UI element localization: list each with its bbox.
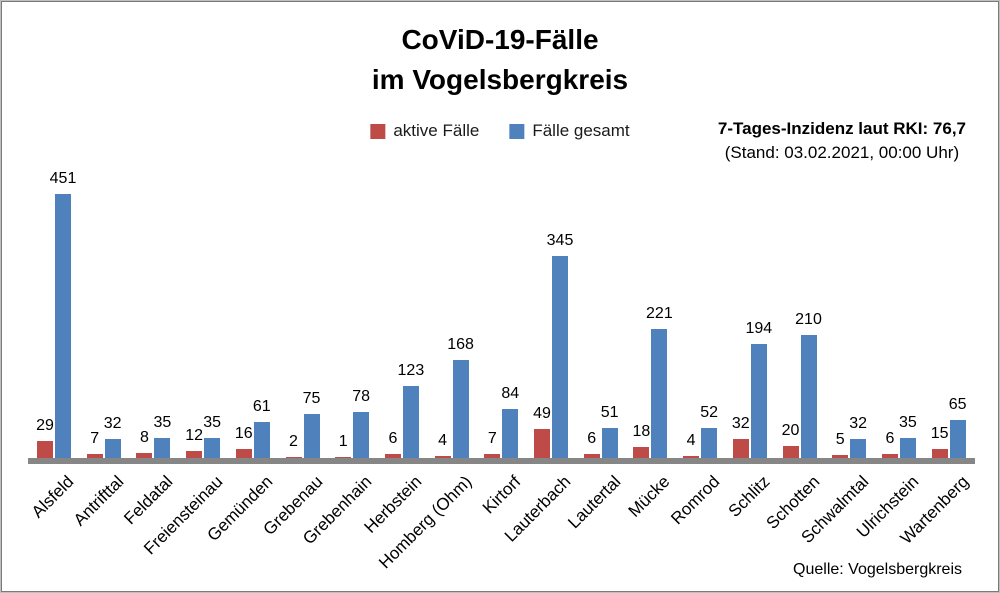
bar-aktive-faelle: [683, 456, 700, 458]
value-label-active: 15: [930, 425, 949, 442]
bar-faelle-gesamt: [701, 428, 718, 458]
value-label-total: 32: [103, 415, 122, 432]
bar-aktive-faelle: [782, 446, 799, 458]
value-label-active: 4: [438, 432, 448, 449]
legend-swatch-active: [370, 123, 386, 139]
bar-faelle-gesamt: [502, 409, 519, 458]
bar-aktive-faelle: [37, 441, 53, 458]
value-label-total: 52: [700, 404, 718, 421]
bar-aktive-faelle: [86, 454, 103, 458]
value-label-active: 6: [587, 430, 597, 447]
bar-aktive-faelle: [335, 457, 352, 458]
bar-aktive-faelle: [583, 454, 600, 458]
value-label-total: 168: [447, 336, 474, 353]
value-label-total: 210: [795, 311, 822, 328]
bar-aktive-faelle: [484, 454, 501, 458]
x-axis: [28, 458, 975, 464]
incidence-annotation: 7-Tages-Inzidenz laut RKI: 76,7 (Stand: …: [718, 117, 966, 165]
legend: aktive Fälle Fälle gesamt: [370, 121, 630, 141]
incidence-value: 7-Tages-Inzidenz laut RKI: 76,7: [717, 119, 966, 138]
bar-aktive-faelle: [136, 453, 153, 458]
value-label-total: 61: [252, 398, 271, 415]
bar-faelle-gesamt: [949, 420, 966, 458]
bar-faelle-gesamt: [552, 256, 568, 458]
bar-aktive-faelle: [931, 449, 948, 458]
bar-faelle-gesamt: [55, 194, 71, 458]
legend-swatch-total: [509, 123, 525, 139]
bar-aktive-faelle: [832, 455, 849, 458]
value-label-active: 29: [36, 417, 54, 434]
value-label-total: 451: [49, 170, 77, 187]
value-label-active: 6: [885, 430, 895, 447]
value-label-total: 123: [397, 362, 425, 379]
bar-faelle-gesamt: [800, 335, 817, 458]
value-label-total: 78: [352, 388, 371, 405]
bar-faelle-gesamt: [353, 412, 370, 458]
bar-faelle-gesamt: [104, 439, 121, 458]
value-label-total: 32: [849, 415, 868, 432]
chart-title-line1: CoViD-19-Fälle: [401, 24, 599, 55]
value-label-total: 84: [501, 385, 520, 402]
bar-aktive-faelle: [434, 456, 451, 458]
bar-aktive-faelle: [285, 457, 302, 458]
bar-aktive-faelle: [186, 451, 203, 458]
bar-faelle-gesamt: [402, 386, 419, 458]
incidence-date: (Stand: 03.02.2021, 00:00 Uhr): [724, 143, 960, 162]
value-label-active: 18: [632, 423, 651, 440]
bar-aktive-faelle: [384, 454, 401, 458]
value-label-active: 7: [487, 430, 497, 447]
value-label-total: 65: [948, 396, 967, 413]
value-label-active: 6: [388, 430, 398, 447]
chart-title-line2: im Vogelsbergkreis: [371, 64, 629, 95]
bar-aktive-faelle: [235, 449, 252, 458]
bar-faelle-gesamt: [303, 414, 320, 458]
value-label-active: 16: [234, 425, 253, 442]
bar-aktive-faelle: [633, 447, 650, 458]
value-label-active: 4: [686, 432, 696, 449]
value-label-total: 221: [646, 305, 673, 322]
value-label-active: 7: [90, 430, 100, 447]
bar-faelle-gesamt: [850, 439, 867, 458]
value-label-active: 8: [139, 429, 149, 446]
legend-label-active: aktive Fälle: [393, 121, 480, 140]
value-label-total: 345: [546, 232, 574, 249]
bar-faelle-gesamt: [899, 438, 916, 458]
value-label-active: 12: [185, 427, 203, 444]
bar-faelle-gesamt: [154, 438, 171, 458]
source-credit: Quelle: Vogelsbergkreis: [793, 561, 962, 578]
value-label-total: 35: [898, 414, 917, 431]
value-label-active: 20: [781, 422, 800, 439]
value-label-total: 35: [203, 414, 221, 431]
bar-aktive-faelle: [732, 439, 749, 458]
chart-title: CoViD-19-Fälle im Vogelsbergkreis: [0, 20, 1000, 100]
bar-aktive-faelle: [881, 454, 898, 458]
bar-faelle-gesamt: [452, 360, 469, 458]
bar-faelle-gesamt: [651, 329, 668, 458]
bar-aktive-faelle: [534, 429, 550, 458]
legend-item-active: aktive Fälle: [370, 121, 479, 141]
value-label-total: 75: [302, 390, 321, 407]
value-label-total: 35: [153, 414, 172, 431]
bar-faelle-gesamt: [601, 428, 618, 458]
legend-label-total: Fälle gesamt: [532, 121, 630, 140]
value-label-active: 5: [835, 431, 845, 448]
value-label-active: 49: [533, 405, 551, 422]
bar-faelle-gesamt: [204, 438, 221, 458]
value-label-total: 194: [745, 320, 773, 337]
value-label-active: 2: [289, 433, 298, 450]
value-label-active: 32: [731, 415, 750, 432]
bar-faelle-gesamt: [750, 344, 767, 458]
value-label-active: 1: [338, 433, 348, 450]
value-label-total: 51: [600, 404, 619, 421]
bar-faelle-gesamt: [253, 422, 270, 458]
legend-item-total: Fälle gesamt: [509, 121, 630, 141]
